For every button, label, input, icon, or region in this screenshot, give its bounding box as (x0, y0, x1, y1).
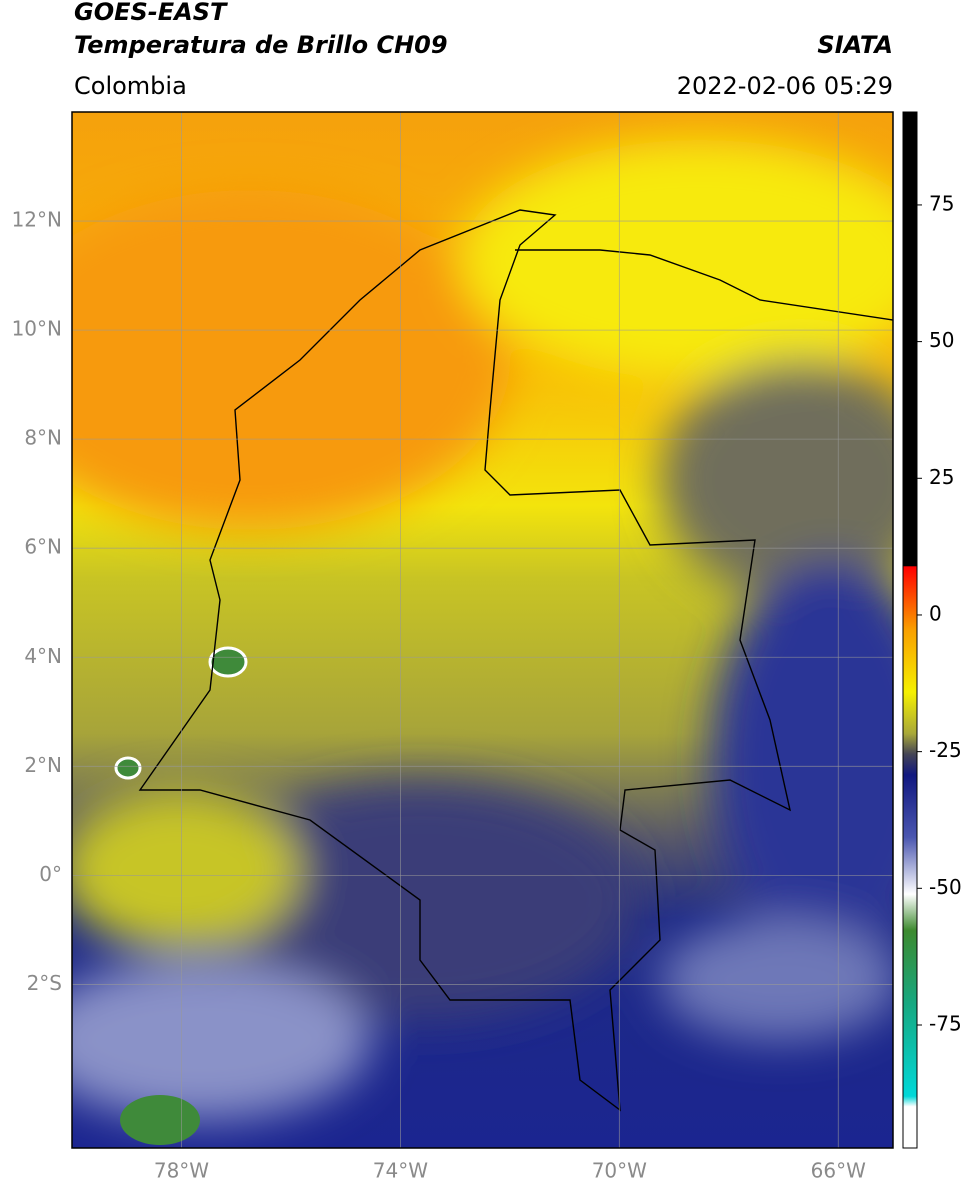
title: GOES-EAST (74, 0, 228, 26)
colorbar-tick-label: 75 (929, 191, 954, 215)
colorbar-tick-label: -50 (929, 875, 962, 899)
lat-tick-label: 2°N (24, 753, 62, 777)
region: Colombia (74, 72, 187, 100)
colorbar-tick-label: 25 (929, 465, 954, 489)
lat-tick-label: 12°N (12, 208, 62, 232)
lat-tick-label: 8°N (24, 426, 62, 450)
colorbar-tick-label: 0 (929, 601, 942, 625)
lat-tick-label: 4°N (24, 644, 62, 668)
graticule (72, 112, 893, 1148)
colorbar-tick-label: 50 (929, 328, 954, 352)
satellite-image (72, 112, 893, 1148)
lat-tick-label: 10°N (12, 317, 62, 341)
lon-tick-label: 78°W (154, 1159, 209, 1183)
colorbar-tick-label: -75 (929, 1011, 962, 1035)
map-frame (71, 111, 894, 1149)
timestamp: 2022-02-06 05:29 (677, 72, 893, 100)
lat-tick-label: 6°N (24, 535, 62, 559)
lon-tick-label: 70°W (592, 1159, 647, 1183)
lon-tick-label: 66°W (811, 1159, 866, 1183)
lon-tick-label: 74°W (373, 1159, 428, 1183)
source: SIATA (817, 31, 893, 59)
lat-tick-label: 0° (39, 862, 62, 886)
colorbar (902, 111, 918, 1149)
subtitle: Temperatura de Brillo CH09 (74, 31, 448, 59)
lat-tick-label: 2°S (27, 971, 62, 995)
colorbar-tick-label: -25 (929, 738, 962, 762)
